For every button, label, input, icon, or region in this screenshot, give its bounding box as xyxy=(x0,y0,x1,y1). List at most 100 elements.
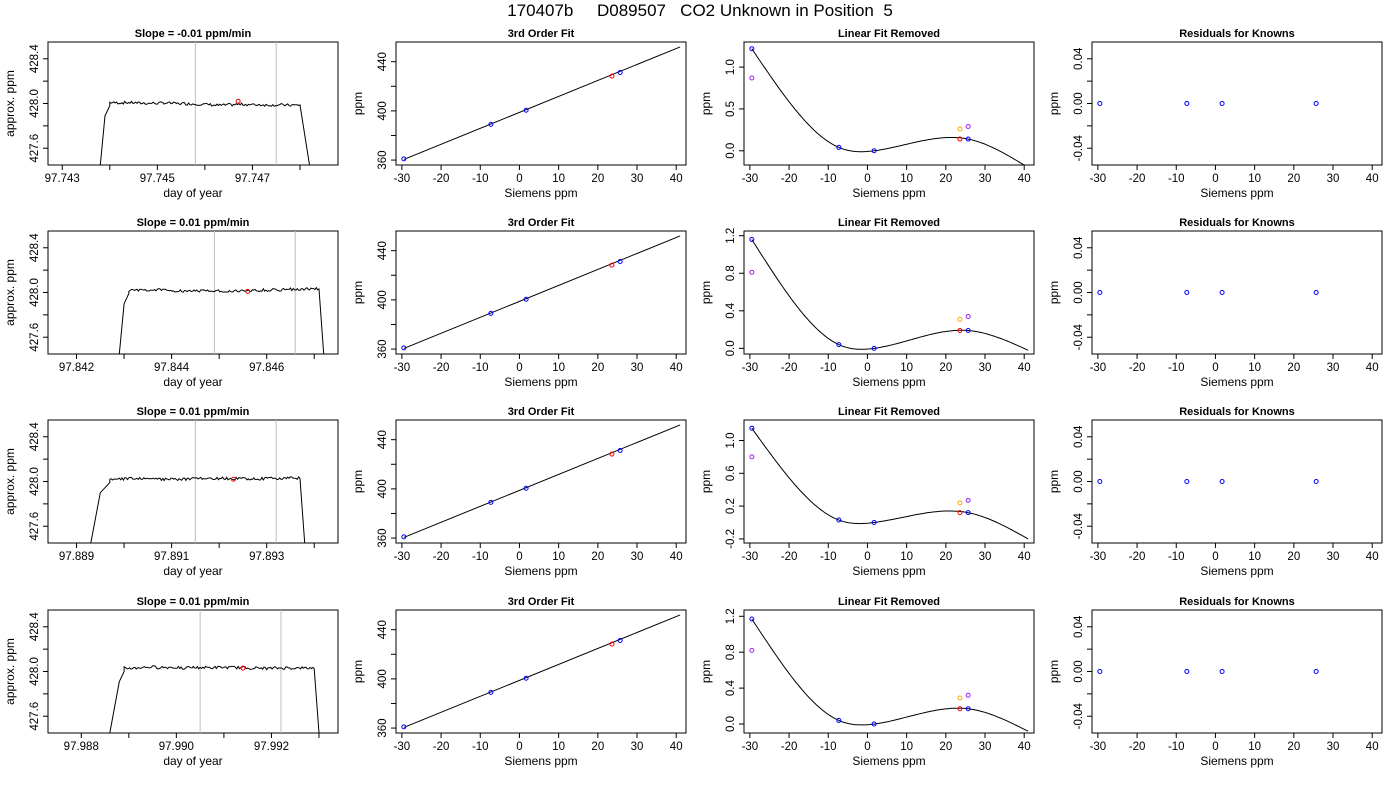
x-tick-label: 0 xyxy=(864,741,870,753)
y-axis-label: approx. ppm xyxy=(3,70,17,137)
x-tick-label: -10 xyxy=(472,173,489,185)
x-tick-label: 0 xyxy=(864,362,870,374)
y-axis-label: approx. ppm xyxy=(3,448,17,515)
y-axis-label: ppm xyxy=(699,660,713,683)
x-tick-label: -10 xyxy=(1168,551,1185,563)
y-tick-label: 400 xyxy=(377,290,389,309)
y-tick-label: 428.4 xyxy=(29,422,41,451)
y-tick-label: 440 xyxy=(377,241,389,260)
x-tick-label: 40 xyxy=(1018,173,1031,185)
data-point-blue xyxy=(1219,101,1225,106)
plot-frame xyxy=(743,230,1035,355)
y-tick-label: 1.2 xyxy=(725,608,737,624)
data-point-blue xyxy=(749,236,755,242)
data-point-blue xyxy=(1184,290,1190,295)
data-point-purple xyxy=(749,454,755,460)
plot-area xyxy=(1097,101,1319,106)
y-axis-label: approx. ppm xyxy=(3,259,17,326)
x-tick-label: 20 xyxy=(939,362,952,374)
x-tick-label: -30 xyxy=(1090,362,1107,374)
chart-title: Linear Fit Removed xyxy=(838,217,940,229)
x-tick-label: 0 xyxy=(516,741,522,753)
x-tick-label: -30 xyxy=(394,173,411,185)
data-point-blue xyxy=(488,310,494,316)
data-point-blue xyxy=(401,345,407,351)
unknown-point xyxy=(240,665,246,671)
plot-area xyxy=(749,616,1029,732)
y-tick-label: 0.2 xyxy=(725,498,737,514)
data-point-purple xyxy=(965,497,971,503)
chart-panel-trace-row-1: Slope = -0.01 ppm/min day of year approx. … xyxy=(3,28,339,200)
x-axis-label: Siemens ppm xyxy=(852,564,925,578)
x-axis-label: Siemens ppm xyxy=(1200,754,1273,768)
y-tick-label: 0.0 xyxy=(725,716,737,732)
data-point-blue xyxy=(1097,290,1103,295)
x-tick-label: -30 xyxy=(742,741,759,753)
chart-panel-linear_removed-row-2: Linear Fit Removed Siemens ppm ppm -30 -20 -1… xyxy=(699,217,1035,389)
y-tick-label: 427.6 xyxy=(29,134,41,163)
chart-panel-trace-row-2: Slope = 0.01 ppm/min day of year approx. p… xyxy=(3,217,339,389)
chart-title: Linear Fit Removed xyxy=(838,406,940,418)
data-point-blue xyxy=(836,342,842,348)
chart-title: Linear Fit Removed xyxy=(838,28,940,40)
chart-title: 3rd Order Fit xyxy=(508,406,575,418)
y-tick-label: 440 xyxy=(377,620,389,639)
x-tick-label: 40 xyxy=(1366,741,1379,753)
chart-title: 3rd Order Fit xyxy=(508,217,575,229)
data-point-blue xyxy=(965,510,971,516)
fit-curve xyxy=(751,427,1029,540)
data-point-blue xyxy=(965,706,971,712)
plot-frame xyxy=(1091,230,1383,355)
x-tick-label: 0 xyxy=(516,173,522,185)
x-tick-label: 10 xyxy=(900,741,913,753)
x-axis-label: Siemens ppm xyxy=(1200,564,1273,578)
x-tick-label: -20 xyxy=(433,362,450,374)
data-point-blue xyxy=(488,689,494,695)
data-point-blue xyxy=(1184,479,1190,484)
x-tick-label: 30 xyxy=(1327,551,1340,563)
data-point-blue xyxy=(488,121,494,127)
y-axis-label: ppm xyxy=(699,92,713,115)
x-tick-label: -20 xyxy=(433,551,450,563)
x-tick-label: 40 xyxy=(1018,741,1031,753)
x-axis-label: Siemens ppm xyxy=(1200,375,1273,389)
x-tick-label: 20 xyxy=(939,551,952,563)
fit-line xyxy=(403,424,681,538)
plot-area xyxy=(1097,669,1319,674)
data-point-orange xyxy=(957,500,963,506)
x-tick-label: 97.846 xyxy=(249,362,284,374)
x-tick-label: 20 xyxy=(591,173,604,185)
plot-area xyxy=(1097,290,1319,295)
chart-panel-fit-row-1: 3rd Order Fit Siemens ppm ppm -30 -20 -10 0 10 2… xyxy=(351,28,687,200)
data-point-red xyxy=(609,641,615,647)
plot-area xyxy=(749,46,1025,165)
data-point-blue xyxy=(523,107,529,113)
y-tick-label: 428.0 xyxy=(29,467,41,496)
y-tick-label: -0.04 xyxy=(1073,135,1085,162)
chart-title: Linear Fit Removed xyxy=(838,596,940,608)
y-tick-label: 400 xyxy=(377,669,389,688)
plot-area xyxy=(401,614,681,730)
plot-frame xyxy=(395,609,687,734)
x-tick-label: -10 xyxy=(820,551,837,563)
x-tick-label: 30 xyxy=(631,173,644,185)
x-tick-label: -10 xyxy=(1168,741,1185,753)
x-tick-label: 20 xyxy=(591,362,604,374)
x-tick-label: 10 xyxy=(900,551,913,563)
x-tick-label: 0 xyxy=(1212,741,1218,753)
data-point-blue xyxy=(749,616,755,622)
data-point-blue xyxy=(749,425,755,431)
plot-frame xyxy=(1091,419,1383,544)
plot-frame xyxy=(395,419,687,544)
y-tick-label: -0.2 xyxy=(725,529,737,549)
x-tick-label: -20 xyxy=(781,741,798,753)
x-tick-label: 0 xyxy=(1212,173,1218,185)
chart-title: Residuals for Knowns xyxy=(1179,406,1295,418)
data-point-blue xyxy=(1097,101,1103,106)
y-tick-label: 0.8 xyxy=(725,644,737,660)
y-tick-label: 360 xyxy=(377,150,389,169)
x-axis-label: day of year xyxy=(163,564,222,578)
y-tick-label: 0.04 xyxy=(1073,425,1085,448)
y-tick-label: -0.04 xyxy=(1073,513,1085,540)
data-point-blue xyxy=(617,448,623,454)
